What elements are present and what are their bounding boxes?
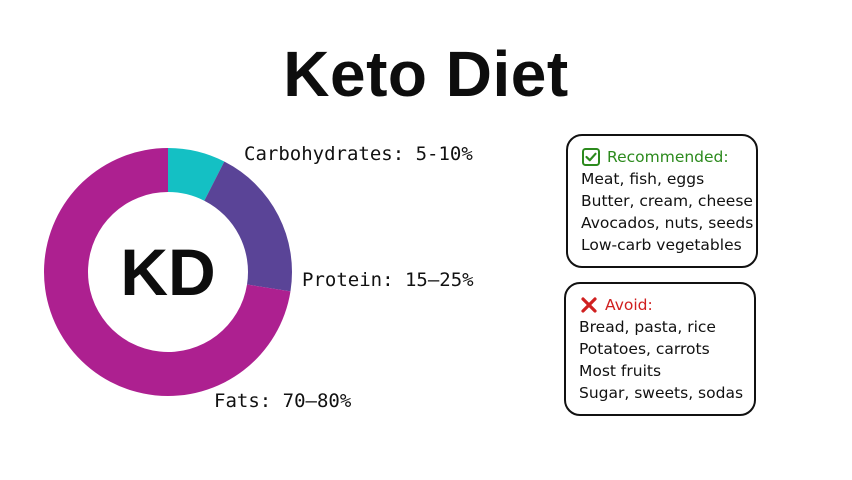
recommended-list: Meat, fish, eggs Butter, cream, cheese A… <box>581 168 754 256</box>
recommended-heading-row: Recommended: <box>581 146 744 168</box>
avoid-heading-row: Avoid: <box>579 294 742 316</box>
donut-slice-carbohydrates <box>168 148 225 201</box>
recommended-box: Recommended: Meat, fish, eggs Butter, cr… <box>566 134 758 268</box>
avoid-box: Avoid: Bread, pasta, rice Potatoes, carr… <box>564 282 756 416</box>
checkbox-check-icon <box>582 148 600 166</box>
recommended-heading: Recommended: <box>607 148 729 166</box>
donut-slice-fats <box>44 148 291 397</box>
slice-label-fats: Fats: 70–80% <box>214 390 352 412</box>
list-item: Sugar, sweets, sodas <box>579 384 744 402</box>
list-item: Butter, cream, cheese <box>581 192 753 210</box>
list-item: Potatoes, carrots <box>579 340 710 358</box>
slice-label-protein: Protein: 15–25% <box>302 269 474 291</box>
list-item: Bread, pasta, rice <box>579 318 716 336</box>
avoid-heading: Avoid: <box>605 296 653 314</box>
donut-slice-protein <box>204 161 292 292</box>
list-item: Avocados, nuts, seeds <box>581 214 754 232</box>
donut-center-label: KD <box>120 235 216 309</box>
list-item: Meat, fish, eggs <box>581 170 705 188</box>
slice-label-carbohydrates: Carbohydrates: 5-10% <box>244 143 473 165</box>
cross-icon <box>581 297 597 313</box>
avoid-list: Bread, pasta, rice Potatoes, carrots Mos… <box>579 316 744 404</box>
list-item: Most fruits <box>579 362 662 380</box>
list-item: Low-carb vegetables <box>581 236 742 254</box>
page-title: Keto Diet <box>283 38 569 110</box>
